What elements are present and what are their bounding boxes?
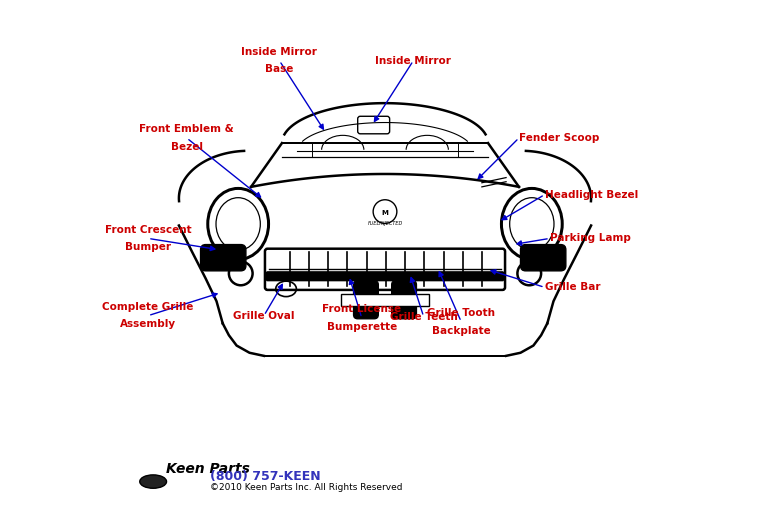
Text: (800) 757-KEEN: (800) 757-KEEN [209,470,320,483]
FancyBboxPatch shape [353,281,378,319]
Text: Bumperette: Bumperette [326,322,397,332]
Text: FUELINJECTED: FUELINJECTED [367,222,403,226]
FancyBboxPatch shape [265,249,505,290]
Bar [341,294,429,307]
Text: Keen Parts: Keen Parts [166,462,250,476]
Text: Grille Oval: Grille Oval [233,311,295,321]
Text: Assembly: Assembly [120,320,176,329]
FancyBboxPatch shape [521,244,566,271]
FancyBboxPatch shape [358,116,390,134]
Text: Parking Lamp: Parking Lamp [550,234,631,243]
Text: Bumper: Bumper [125,242,171,252]
Text: Grille Teeth: Grille Teeth [390,312,457,322]
Text: Base: Base [265,64,293,75]
Text: Inside Mirror: Inside Mirror [376,55,451,66]
Text: Grille Bar: Grille Bar [544,282,601,292]
Text: Complete Grille: Complete Grille [102,302,194,312]
Ellipse shape [139,475,166,488]
Text: Grille Tooth: Grille Tooth [427,308,495,318]
Text: Front Crescent: Front Crescent [105,225,191,235]
FancyBboxPatch shape [392,281,417,319]
Text: ©2010 Keen Parts Inc. All Rights Reserved: ©2010 Keen Parts Inc. All Rights Reserve… [209,483,402,492]
Text: Fender Scoop: Fender Scoop [519,133,599,143]
Text: Front License: Front License [323,305,401,314]
Text: Bezel: Bezel [171,142,203,152]
Text: Headlight Bezel: Headlight Bezel [544,190,638,199]
Text: M: M [382,210,388,216]
Text: Front Emblem &: Front Emblem & [139,124,234,134]
FancyBboxPatch shape [266,272,504,281]
Text: Backplate: Backplate [432,326,490,336]
Text: Inside Mirror: Inside Mirror [242,47,317,57]
FancyBboxPatch shape [200,244,246,271]
